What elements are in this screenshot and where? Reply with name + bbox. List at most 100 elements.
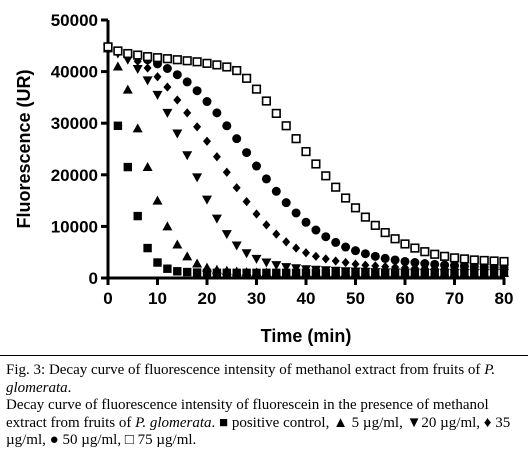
data-point [311,159,321,169]
data-point [420,247,430,257]
y-tick-label: 0 [89,269,98,288]
data-point [439,268,450,278]
data-point [489,256,499,266]
data-point [112,61,123,71]
data-point [212,60,222,70]
data-point [479,255,489,266]
data-point [370,251,380,261]
data-point [331,182,341,192]
data-point [192,86,202,96]
data-point [182,151,193,161]
data-point [350,203,361,213]
data-point [211,264,222,274]
data-point [499,256,509,267]
data-point [311,251,320,261]
y-tick-label: 20000 [51,166,98,185]
data-point [182,77,192,87]
data-point [251,84,262,94]
data-point [320,266,331,276]
data-point [232,65,242,76]
data-point [360,212,371,222]
data-point [350,267,361,277]
data-point [202,97,212,107]
caption-period: . [67,379,72,396]
y-tick-label: 40000 [51,63,98,82]
data-point [231,266,242,276]
x-tick-label: 0 [103,289,112,308]
data-point [272,229,281,239]
data-point [370,220,380,230]
data-point [429,268,440,278]
data-point [202,262,212,272]
data-point [381,262,390,272]
data-point [133,211,142,221]
data-point [271,186,281,196]
x-tick-label: 80 [495,289,514,308]
data-point [221,265,232,275]
data-point [162,64,172,74]
y-tick-label: 50000 [51,11,98,30]
data-point [211,214,222,224]
data-point [133,50,143,60]
data-point [371,261,380,271]
data-point [261,258,272,268]
data-point [360,267,371,277]
data-point [122,84,133,94]
data-point [390,234,400,244]
data-point [331,256,340,266]
y-tick-label: 10000 [51,217,98,236]
data-point [271,108,281,118]
data-point [380,268,391,278]
data-point [241,249,252,259]
data-point [123,162,132,172]
data-point [301,146,311,157]
data-point [310,265,321,275]
x-tick-label: 50 [346,289,365,308]
data-point [400,256,410,266]
data-point [202,195,212,205]
data-point [341,257,350,268]
data-point [341,242,351,252]
x-tick-label: 20 [198,289,217,308]
data-point [261,267,272,277]
data-point [173,267,182,276]
data-point [163,82,172,92]
data-point [222,167,231,177]
data-point [271,261,282,271]
data-point [202,58,212,68]
data-point [183,108,192,118]
data-point [390,268,401,278]
caption-desc-species: P. glomerata [135,414,212,431]
data-point [311,225,321,235]
data-point [380,227,390,238]
data-point [410,258,420,268]
caption-legend-text: . ■ positive control, ▲ 5 µg/ml, ▼20 µg/… [6,414,511,449]
data-point [222,62,232,72]
data-point [351,259,360,269]
data-point [113,46,123,56]
data-point [351,246,360,256]
data-point [232,134,242,144]
data-point [103,42,113,52]
x-axis-title: Time (min) [261,326,352,346]
data-point [232,183,241,193]
data-point [400,268,410,278]
data-point [390,255,400,265]
data-point [193,122,202,132]
data-point [360,249,370,259]
data-point [242,197,251,207]
y-axis-title: Fluorescence (UR) [14,69,34,228]
data-point [380,253,390,263]
data-point [291,208,301,218]
data-point [152,53,163,63]
data-point [281,267,292,277]
data-point [143,243,152,253]
data-point [143,52,153,62]
data-point [321,254,330,264]
data-point [331,237,341,247]
data-point [281,121,291,131]
data-point [410,243,420,253]
data-point [391,262,400,272]
data-point [152,90,163,100]
